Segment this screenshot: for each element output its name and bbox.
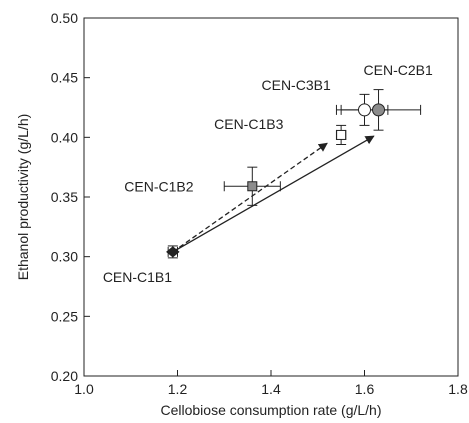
y-tick-label: 0.50 [51, 10, 78, 26]
y-tick-label: 0.20 [51, 368, 78, 384]
x-tick-label: 1.0 [74, 381, 94, 397]
y-tick-label: 0.40 [51, 129, 78, 145]
point-label: CEN-C3B1 [262, 77, 331, 93]
x-tick-label: 1.6 [355, 381, 375, 397]
x-tick-label: 1.4 [261, 381, 281, 397]
point-label: CEN-C2B1 [364, 62, 433, 78]
y-tick-label: 0.30 [51, 249, 78, 265]
x-axis-label: Cellobiose consumption rate (g/L/h) [160, 402, 381, 418]
x-tick-label: 1.8 [448, 381, 468, 397]
y-tick-label: 0.25 [51, 308, 78, 324]
x-tick-label: 1.2 [168, 381, 188, 397]
square-marker [247, 181, 258, 192]
point-label: CEN-C1B3 [214, 116, 283, 132]
circle-marker [358, 103, 371, 117]
axis-ticks: 1.0 1.2 1.4 1.6 1.8 0.20 0.25 0.30 0.35 0.40 0.45 0… [51, 10, 468, 397]
dashed-trend-arrow [172, 142, 328, 253]
point-labels: CEN-C1B1 CEN-C1B2 CEN-C1B3 CEN-C3B1 CEN-C2B1 [103, 62, 433, 285]
data-markers [166, 103, 386, 258]
circle-marker [372, 103, 386, 117]
solid-trend-arrow [172, 135, 375, 253]
point-label: CEN-C1B1 [103, 269, 172, 285]
point-label: CEN-C1B2 [124, 178, 193, 194]
diamond-marker [166, 246, 180, 258]
y-axis-label: Ethanol productivity (g/L/h) [15, 114, 31, 281]
y-tick-label: 0.35 [51, 189, 78, 205]
square-marker [336, 129, 347, 140]
y-tick-label: 0.45 [51, 70, 78, 86]
trend-arrows [172, 135, 375, 253]
